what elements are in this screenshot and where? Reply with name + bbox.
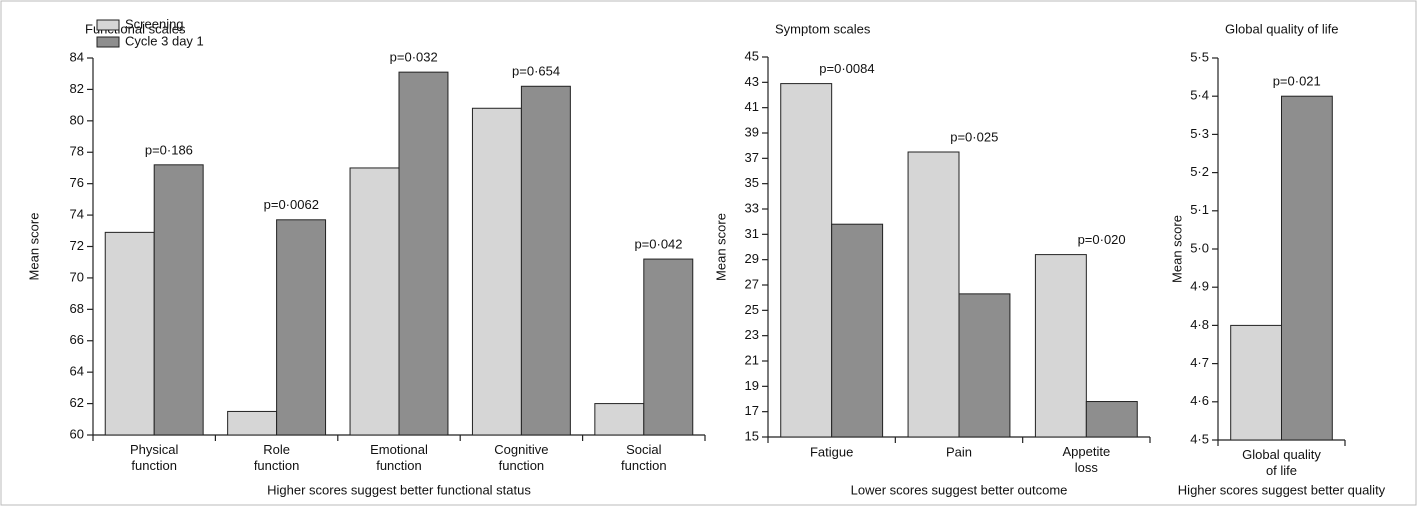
y-tick-label: 4·6 xyxy=(1190,393,1209,408)
y-tick-label: 70 xyxy=(70,269,84,284)
y-tick-label: 74 xyxy=(70,207,84,222)
x-axis-label: Higher scores suggest better quality xyxy=(1178,482,1386,497)
bar xyxy=(1085,401,1138,438)
panel-title: Global quality of life xyxy=(1225,21,1338,36)
p-value: p=0·654 xyxy=(512,64,560,79)
y-tick-label: 21 xyxy=(745,352,759,367)
x-tick-label: Physical function xyxy=(130,442,179,473)
p-value: p=0·0062 xyxy=(264,197,319,212)
bar xyxy=(594,403,645,436)
y-tick-label: 5·4 xyxy=(1190,88,1209,103)
y-tick-label: 29 xyxy=(745,251,759,266)
y-tick-label: 78 xyxy=(70,144,84,159)
y-tick-label: 4·9 xyxy=(1190,279,1209,294)
y-tick-label: 5·3 xyxy=(1190,126,1209,141)
x-tick-label: Fatigue xyxy=(810,444,853,459)
y-tick-label: 72 xyxy=(70,238,84,253)
y-axis-label: Mean score xyxy=(1169,215,1184,283)
p-value: p=0·032 xyxy=(390,50,438,65)
y-tick-label: 5·1 xyxy=(1190,202,1209,217)
y-tick-label: 45 xyxy=(745,48,759,63)
y-tick-label: 66 xyxy=(70,332,84,347)
p-value: p=0·021 xyxy=(1273,74,1321,89)
bar xyxy=(227,410,278,436)
y-tick-label: 4·8 xyxy=(1190,317,1209,332)
x-axis-label: Lower scores suggest better outcome xyxy=(851,482,1068,497)
y-tick-label: 82 xyxy=(70,81,84,96)
x-tick-label: Role function xyxy=(254,442,300,473)
y-tick-label: 5·0 xyxy=(1190,240,1209,255)
y-tick-label: 5·2 xyxy=(1190,164,1209,179)
y-tick-label: 15 xyxy=(745,428,759,443)
legend-swatch xyxy=(96,19,120,31)
bar xyxy=(1034,254,1087,438)
y-tick-label: 60 xyxy=(70,426,84,441)
y-tick-label: 4·7 xyxy=(1190,355,1209,370)
y-tick-label: 41 xyxy=(745,99,759,114)
bar xyxy=(104,231,155,436)
y-tick-label: 31 xyxy=(745,226,759,241)
x-tick-label: Social function xyxy=(621,442,667,473)
y-tick-label: 33 xyxy=(745,200,759,215)
y-tick-label: 35 xyxy=(745,175,759,190)
y-tick-label: 4·5 xyxy=(1190,431,1209,446)
legend-label: Cycle 3 day 1 xyxy=(125,33,204,48)
y-tick-label: 62 xyxy=(70,395,84,410)
y-tick-label: 25 xyxy=(745,302,759,317)
y-tick-label: 64 xyxy=(70,364,84,379)
bar xyxy=(1230,324,1282,441)
bar xyxy=(831,223,884,438)
y-tick-label: 37 xyxy=(745,150,759,165)
y-tick-label: 68 xyxy=(70,301,84,316)
bar xyxy=(907,151,960,438)
legend-swatch xyxy=(96,36,120,48)
bar xyxy=(349,167,400,436)
p-value: p=0·042 xyxy=(634,237,682,252)
y-tick-label: 84 xyxy=(70,49,84,64)
y-tick-label: 76 xyxy=(70,175,84,190)
x-tick-label: Pain xyxy=(946,444,972,459)
y-tick-label: 39 xyxy=(745,124,759,139)
x-tick-label: Appetite loss xyxy=(1062,444,1110,475)
y-tick-label: 19 xyxy=(745,378,759,393)
bar xyxy=(471,107,522,436)
y-tick-label: 80 xyxy=(70,112,84,127)
bar xyxy=(643,258,694,436)
bar xyxy=(958,293,1011,438)
y-tick-label: 27 xyxy=(745,276,759,291)
panel-title: Symptom scales xyxy=(775,21,871,36)
bar xyxy=(398,71,449,436)
x-axis-label: Higher scores suggest better functional … xyxy=(267,482,531,497)
p-value: p=0·020 xyxy=(1078,232,1126,247)
legend-label: Screening xyxy=(125,16,184,31)
p-value: p=0·186 xyxy=(145,142,193,157)
bar xyxy=(780,83,833,438)
y-tick-label: 23 xyxy=(745,327,759,342)
bar xyxy=(276,219,327,436)
x-tick-label: Cognitive function xyxy=(494,442,548,473)
bar xyxy=(153,164,204,436)
y-axis-label: Mean score xyxy=(26,213,41,281)
x-tick-label: Global quality of life xyxy=(1242,447,1321,478)
p-value: p=0·025 xyxy=(950,129,998,144)
y-tick-label: 17 xyxy=(745,403,759,418)
bar xyxy=(1281,95,1333,441)
y-axis-label: Mean score xyxy=(713,213,728,281)
y-tick-label: 43 xyxy=(745,74,759,89)
y-tick-label: 5·5 xyxy=(1190,49,1209,64)
p-value: p=0·0084 xyxy=(819,61,874,76)
x-tick-label: Emotional function xyxy=(370,442,428,473)
bar xyxy=(520,85,571,436)
